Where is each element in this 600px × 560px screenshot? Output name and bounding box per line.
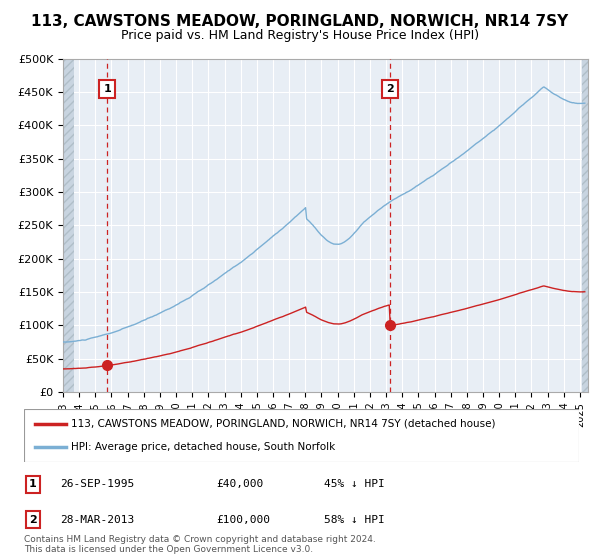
- FancyBboxPatch shape: [24, 409, 579, 462]
- Text: 1: 1: [103, 84, 111, 94]
- Bar: [581, 59, 590, 392]
- Text: 1: 1: [29, 479, 37, 489]
- Text: 45% ↓ HPI: 45% ↓ HPI: [324, 479, 385, 489]
- Text: 2: 2: [29, 515, 37, 525]
- Text: £100,000: £100,000: [216, 515, 270, 525]
- Text: 113, CAWSTONS MEADOW, PORINGLAND, NORWICH, NR14 7SY (detached house): 113, CAWSTONS MEADOW, PORINGLAND, NORWIC…: [71, 419, 496, 429]
- Text: £40,000: £40,000: [216, 479, 263, 489]
- Text: 58% ↓ HPI: 58% ↓ HPI: [324, 515, 385, 525]
- Bar: [63, 59, 74, 392]
- Text: Contains HM Land Registry data © Crown copyright and database right 2024.
This d: Contains HM Land Registry data © Crown c…: [24, 535, 376, 554]
- Text: HPI: Average price, detached house, South Norfolk: HPI: Average price, detached house, Sout…: [71, 442, 335, 452]
- Text: 26-SEP-1995: 26-SEP-1995: [60, 479, 134, 489]
- Text: 113, CAWSTONS MEADOW, PORINGLAND, NORWICH, NR14 7SY: 113, CAWSTONS MEADOW, PORINGLAND, NORWIC…: [31, 14, 569, 29]
- Text: 2: 2: [386, 84, 394, 94]
- Text: 28-MAR-2013: 28-MAR-2013: [60, 515, 134, 525]
- Text: Price paid vs. HM Land Registry's House Price Index (HPI): Price paid vs. HM Land Registry's House …: [121, 29, 479, 42]
